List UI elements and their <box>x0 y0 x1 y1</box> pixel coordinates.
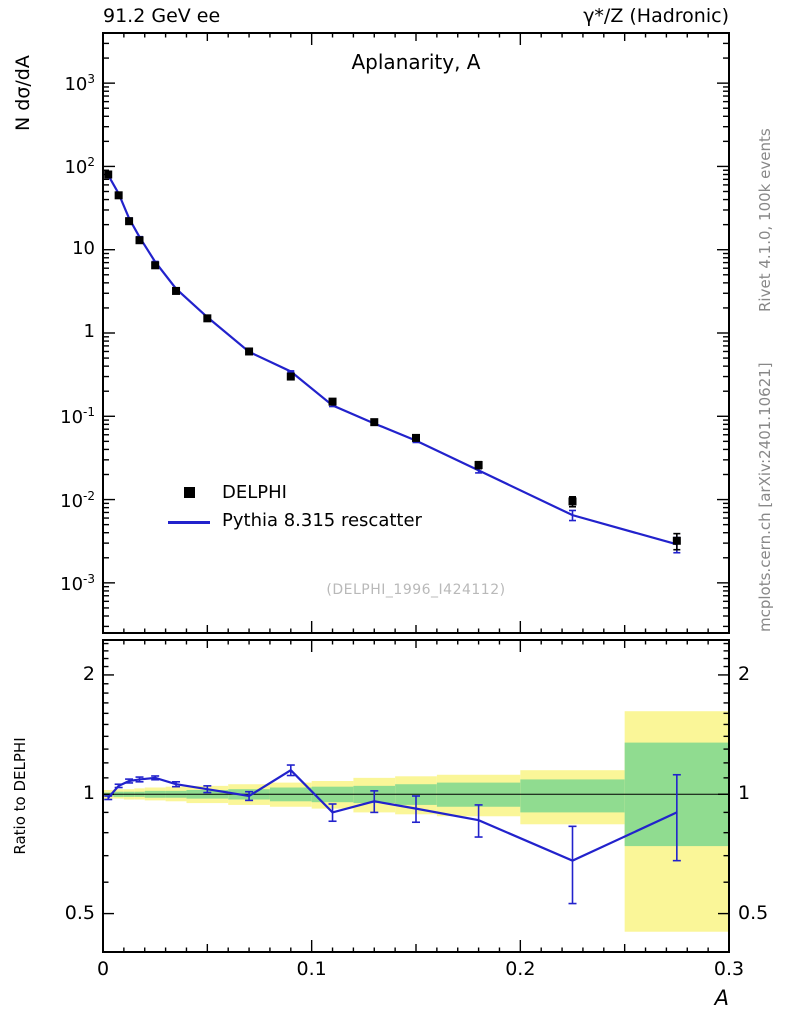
y-tick-label-ratio-left: 2 <box>82 662 95 685</box>
legend-entry-pythia: Pythia 8.315 rescatter <box>222 510 422 531</box>
y-tick-label-ratio-left: 1 <box>82 782 95 805</box>
legend-data-marker-swatch <box>184 487 195 498</box>
x-axis-title: A <box>714 986 729 1010</box>
y-tick-label-main: 10-1 <box>60 405 95 429</box>
y-tick-label-main: 10-3 <box>60 571 95 595</box>
y-tick-label-ratio-right: 1 <box>738 782 751 805</box>
plot-title: Aplanarity, A <box>351 50 481 74</box>
x-tick-label: 0.1 <box>296 958 327 980</box>
y-tick-label-main: 10-2 <box>60 488 95 512</box>
y-axis-title-main: N dσ/dA <box>12 55 34 131</box>
mcplots-reference-note: mcplots.cern.ch [arXiv:2401.10621] <box>756 362 774 632</box>
legend-entry-delphi: DELPHI <box>222 482 287 503</box>
y-tick-label-ratio-right: 2 <box>738 662 751 685</box>
y-axis-title-ratio: Ratio to DELPHI <box>11 737 29 854</box>
y-tick-label-main: 103 <box>64 72 95 96</box>
y-tick-label-main: 10 <box>72 237 95 259</box>
y-tick-label-ratio-left: 0.5 <box>64 901 95 924</box>
y-tick-label-main: 1 <box>83 321 95 342</box>
header-process: γ*/Z (Hadronic) <box>583 5 729 27</box>
analysis-id-watermark: (DELPHI_1996_I424112) <box>326 582 506 598</box>
y-tick-label-ratio-right: 0.5 <box>738 901 769 924</box>
header-beam-energy: 91.2 GeV ee <box>103 5 221 27</box>
x-tick-label: 0 <box>96 958 110 980</box>
rivet-version-note: Rivet 4.1.0, 100k events <box>756 128 774 312</box>
legend-mc-line-swatch <box>168 521 210 524</box>
x-tick-label: 0.3 <box>713 958 745 980</box>
x-tick-label: 0.2 <box>505 958 536 980</box>
y-tick-label-main: 102 <box>64 155 95 179</box>
